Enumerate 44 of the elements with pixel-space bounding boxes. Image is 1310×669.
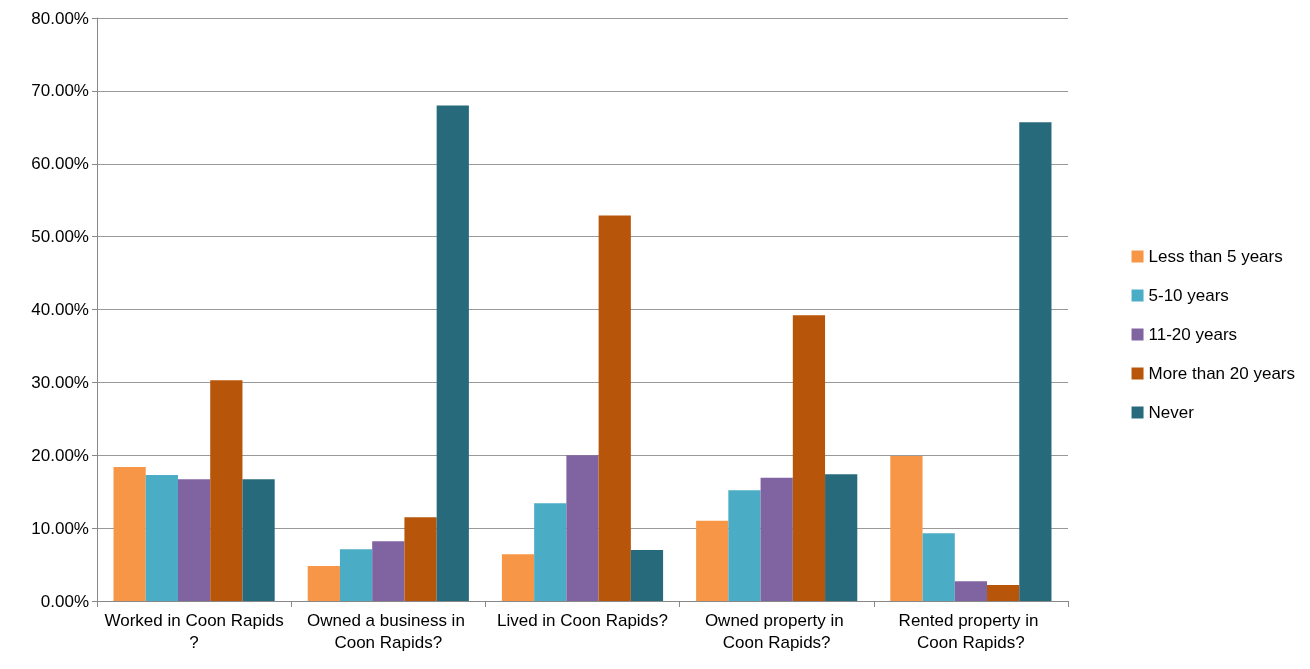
legend-label: Never: [1148, 403, 1195, 422]
bar: [566, 455, 599, 601]
legend-label: More than 20 years: [1148, 364, 1295, 383]
y-tick-label: 70.00%: [31, 81, 89, 101]
bar: [598, 215, 631, 601]
bar: [922, 533, 955, 601]
x-tick-label: Owned property in Coon Rapids?: [704, 610, 849, 652]
bar: [145, 474, 178, 601]
y-tick-label: 60.00%: [31, 154, 89, 174]
bar: [534, 503, 567, 601]
x-tick-label: Owned a business in Coon Rapids?: [307, 610, 470, 652]
bar: [987, 584, 1020, 601]
x-tick-label: Worked in Coon Rapids?: [104, 610, 284, 652]
y-tick-label: 0.00%: [40, 591, 89, 611]
bar: [890, 455, 923, 601]
bar: [339, 549, 373, 601]
y-tick-label: 20.00%: [31, 445, 89, 465]
bar: [436, 105, 469, 601]
bar: [760, 477, 793, 601]
bar: [501, 554, 535, 601]
y-tick-label: 10.00%: [31, 518, 89, 538]
y-tick-label: 50.00%: [31, 227, 89, 247]
y-tick-label: 80.00%: [31, 8, 89, 28]
legend-label: 11-20 years: [1148, 325, 1238, 344]
bar: [792, 315, 826, 601]
bar: [177, 479, 211, 601]
bar: [404, 517, 437, 601]
bar: [372, 541, 405, 601]
bar: [696, 520, 729, 601]
bar: [1019, 122, 1052, 601]
bar: [210, 380, 243, 601]
x-tick-label: Rented property in Coon Rapids?: [898, 610, 1044, 652]
bar: [630, 549, 664, 601]
bar: [825, 474, 858, 601]
bar: [954, 581, 988, 601]
legend-label: Less than 5 years: [1148, 247, 1283, 266]
bar: [728, 490, 761, 601]
y-tick-label: 40.00%: [31, 300, 89, 319]
bar: [113, 466, 146, 601]
x-tick-label: Lived in Coon Rapids?: [496, 610, 669, 630]
y-tick-label: 30.00%: [31, 372, 89, 392]
bar: [242, 479, 275, 601]
legend-label: 5-10 years: [1148, 286, 1229, 305]
bar: [307, 566, 340, 601]
